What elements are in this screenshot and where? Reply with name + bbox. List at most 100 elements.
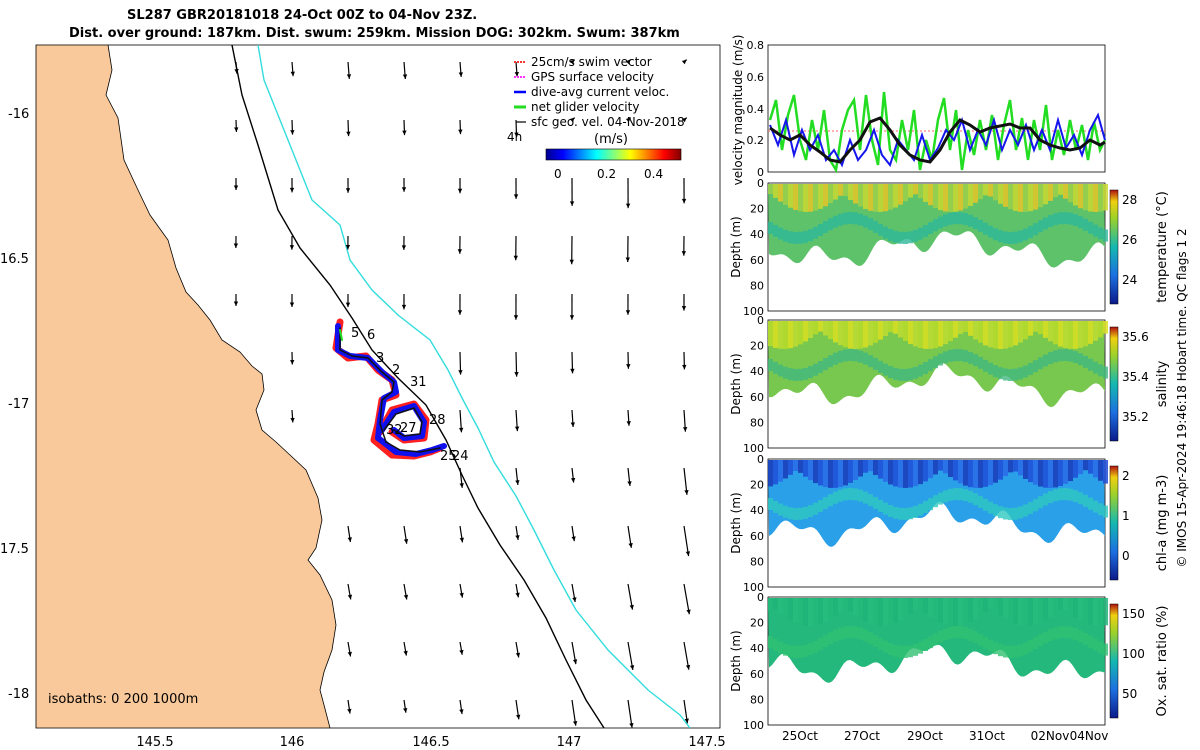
section-data-column <box>923 362 928 375</box>
section-data-column <box>1083 355 1088 368</box>
section-data-column <box>788 507 793 520</box>
velocity-panel[interactable]: 0.8 0.6 0.4 0.2 0 velocity magnitude (m/… <box>731 35 1107 186</box>
section-data-column <box>1068 626 1073 639</box>
temperature-section-panel[interactable]: 0 20 40 60 80 100 Depth (m) 28 26 24 temperature (… <box>729 177 1170 318</box>
depth-tick: 100 <box>743 442 764 455</box>
section-data-column <box>1033 321 1038 332</box>
section-data-column <box>978 598 983 616</box>
section-data-column <box>833 352 838 365</box>
section-data-column <box>1063 212 1068 225</box>
section-data-column <box>823 184 828 207</box>
panel-colorbar <box>1109 603 1119 719</box>
section-data-column <box>1028 460 1033 483</box>
section-data-column <box>833 184 838 200</box>
velocity-arrow-head <box>459 537 464 543</box>
velocity-arrow-head <box>234 127 239 132</box>
velocity-arrow-head <box>625 203 631 209</box>
depth-tick: 40 <box>750 228 764 241</box>
section-data-column <box>1018 230 1023 243</box>
section-data-column <box>903 321 908 341</box>
colorbar-tick: 2 <box>1122 469 1130 483</box>
section-data-column <box>793 231 798 244</box>
section-data-column <box>913 598 918 611</box>
section-data-column <box>913 184 918 195</box>
section-data-column <box>898 231 903 244</box>
legend-entry: net glider velocity <box>514 100 639 114</box>
section-data-column <box>1073 214 1078 227</box>
section-data-column <box>978 321 983 343</box>
section-data-column <box>908 460 913 488</box>
section-data-column <box>968 628 973 641</box>
panel-colorbar <box>1109 189 1119 305</box>
section-data-column <box>1068 460 1073 482</box>
section-data-column <box>843 488 848 501</box>
date-axis: 25Oct 27Oct 29Oct 31Oct 02Nov 04Nov <box>782 729 1108 743</box>
lon-tick: 146.5 <box>412 735 449 750</box>
section-data-column <box>943 460 948 474</box>
section-data-column <box>958 460 963 484</box>
velocity-arrow-head <box>401 304 407 310</box>
section-data-column <box>953 488 958 501</box>
velocity-arrow-head <box>685 551 691 557</box>
section-data-column <box>1093 321 1098 341</box>
legend-entry: sfc geo. vel. 04-Nov-2018 <box>516 115 685 129</box>
section-data-column <box>843 184 848 197</box>
salinity-section-panel[interactable]: 0 20 40 60 80 100 Depth (m) 35.6 35.4 35.2 salinit… <box>729 314 1170 455</box>
section-data-column <box>808 505 813 518</box>
section-data-column <box>1048 215 1053 228</box>
section-data-column <box>768 598 773 611</box>
section-data-column <box>783 184 788 205</box>
section-data-column <box>1003 507 1008 520</box>
section-data-column <box>1053 627 1058 640</box>
glider-track <box>332 318 447 460</box>
section-data-column <box>963 184 968 209</box>
section-data-column <box>958 212 963 225</box>
velocity-arrow-head <box>572 720 578 726</box>
chla-section-panel[interactable]: 0 20 40 60 80 100 Depth (m) 2 1 0 chl-a (mg m-3) <box>729 453 1170 594</box>
section-data-column <box>973 598 978 619</box>
isobath-200m <box>231 45 605 728</box>
section-data-column <box>823 598 828 623</box>
section-data-column <box>853 212 858 225</box>
section-data-column <box>1058 488 1063 501</box>
colorbar-tick: 100 <box>1122 647 1145 661</box>
section-data-column <box>868 218 873 231</box>
section-data-column <box>1083 218 1088 231</box>
colorbar-tick: 0.4 <box>644 167 663 181</box>
oxygen-section-panel[interactable]: 0 20 40 60 80 100 Depth (m) 150 100 50 Ox. sat. ra… <box>729 591 1170 732</box>
velocity-ytick: 0 <box>757 166 764 179</box>
section-data-column <box>1048 352 1053 365</box>
section-data-column <box>828 598 833 620</box>
section-data-column <box>1103 643 1108 656</box>
section-data-column <box>983 222 988 235</box>
section-data-column <box>1003 645 1008 658</box>
section-data-column <box>1028 321 1033 336</box>
colorbar-label: temperature (°C) <box>1155 191 1170 303</box>
section-data-column <box>1013 231 1018 244</box>
velocity-arrow-head <box>403 594 409 600</box>
section-data-column <box>878 321 883 340</box>
section-data-column <box>803 367 808 380</box>
section-data-column <box>768 359 773 371</box>
section-data-column <box>998 460 1003 480</box>
section-data-column <box>1093 460 1098 478</box>
section-data-column <box>983 636 988 649</box>
velocity-ylabel: velocity magnitude (m/s) <box>731 35 745 186</box>
section-data-column <box>883 184 888 212</box>
velocity-arrow-head <box>345 302 351 308</box>
section-data-column <box>848 321 853 349</box>
map-area[interactable]: 5 6 3 2 31 28 32 27 25 24 25cm/s swim ve… <box>0 44 726 750</box>
velocity-arrow-head <box>289 187 295 193</box>
section-data-column <box>858 321 863 349</box>
section-data-column <box>988 598 993 609</box>
section-data-column <box>768 184 773 194</box>
velocity-arrow-head <box>569 59 575 65</box>
section-data-column <box>798 321 803 345</box>
section-data-column <box>1083 494 1088 507</box>
velocity-arrow-head <box>686 609 691 615</box>
section-data-column <box>1058 212 1063 225</box>
section-data-column <box>858 350 863 363</box>
section-data-column <box>1048 460 1053 488</box>
section-data-column <box>828 218 833 231</box>
section-data-column <box>833 460 838 488</box>
